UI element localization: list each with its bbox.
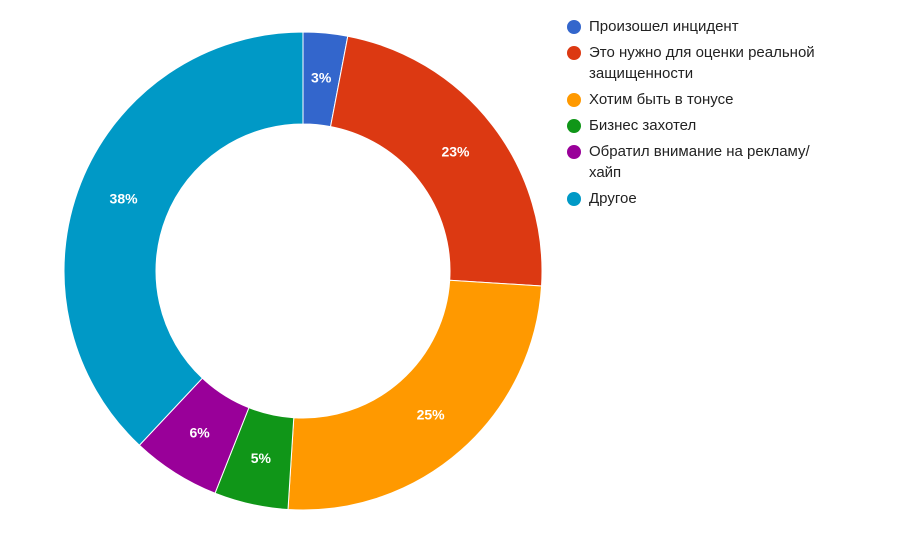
slice-label: 38% (110, 191, 139, 207)
slice-label: 5% (251, 450, 272, 466)
legend-label: Это нужно для оценки реальной защищеннос… (589, 44, 815, 82)
legend-item: Бизнес захотел (567, 115, 837, 136)
legend-item: Другое (567, 188, 837, 209)
legend-item: Произошел инцидент (567, 16, 837, 37)
legend-label: Бизнес захотел (589, 117, 697, 134)
legend-swatch (567, 119, 581, 133)
legend-item: Хотим быть в тонусе (567, 89, 837, 110)
slice-label: 25% (417, 406, 446, 422)
legend-label: Обратил внимание на рекламу/хайп (589, 143, 810, 181)
slice-label: 23% (441, 143, 470, 159)
legend-label: Произошел инцидент (589, 18, 739, 35)
legend-swatch (567, 20, 581, 34)
legend-label: Другое (589, 190, 637, 207)
slice (63, 31, 304, 446)
slice (287, 279, 543, 511)
slice (329, 35, 543, 287)
legend: Произошел инцидент Это нужно для оценки р… (567, 16, 837, 214)
legend-swatch (567, 192, 581, 206)
legend-item: Это нужно для оценки реальной защищеннос… (567, 42, 837, 84)
legend-swatch (567, 145, 581, 159)
legend-item: Обратил внимание на рекламу/хайп (567, 141, 837, 183)
legend-label: Хотим быть в тонусе (589, 91, 734, 108)
slice-label: 6% (189, 425, 210, 441)
legend-swatch (567, 46, 581, 60)
slice-label: 3% (311, 70, 332, 86)
legend-swatch (567, 93, 581, 107)
donut: 3% 23% 25% 5% 6% 38% (63, 31, 543, 511)
